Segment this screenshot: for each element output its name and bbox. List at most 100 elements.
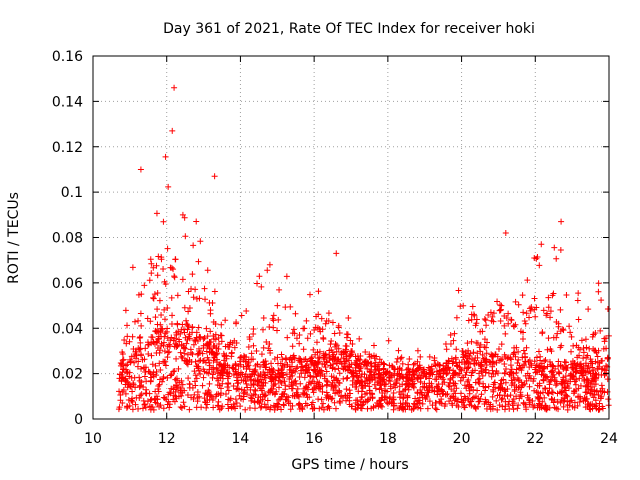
- data-point: [300, 346, 307, 353]
- data-point: [371, 362, 378, 369]
- data-point: [550, 334, 557, 341]
- data-point: [275, 377, 282, 384]
- data-point: [156, 360, 163, 367]
- data-point: [199, 350, 206, 357]
- data-point: [292, 377, 299, 384]
- data-point: [279, 356, 286, 363]
- data-point: [588, 358, 595, 365]
- data-point: [558, 389, 565, 396]
- data-point: [126, 338, 133, 345]
- data-point: [240, 352, 247, 359]
- data-point: [141, 401, 148, 408]
- data-point: [322, 364, 329, 371]
- data-point: [287, 303, 294, 310]
- data-point: [289, 343, 296, 350]
- data-point: [310, 374, 317, 381]
- data-point: [474, 340, 481, 347]
- data-point: [596, 359, 603, 366]
- data-point: [362, 349, 369, 356]
- data-point: [400, 406, 407, 413]
- data-point: [192, 372, 199, 379]
- y-tick-label: 0.16: [52, 49, 83, 65]
- data-point: [177, 389, 184, 396]
- data-point: [231, 344, 238, 351]
- data-point: [432, 405, 439, 412]
- data-point: [332, 405, 339, 412]
- data-point: [351, 373, 358, 380]
- data-point: [308, 354, 315, 361]
- data-point: [370, 352, 377, 359]
- data-point: [252, 366, 259, 373]
- data-point: [383, 380, 390, 387]
- data-point: [436, 370, 443, 377]
- data-point: [522, 404, 529, 411]
- data-point: [289, 385, 296, 392]
- data-point: [473, 316, 480, 323]
- data-point: [531, 255, 538, 262]
- data-point: [306, 372, 313, 379]
- data-point: [501, 360, 508, 367]
- data-point: [552, 365, 559, 372]
- data-point: [582, 404, 589, 411]
- data-point: [141, 282, 148, 289]
- data-point: [297, 380, 304, 387]
- data-point: [266, 366, 273, 373]
- data-point: [181, 344, 188, 351]
- data-point: [592, 374, 599, 381]
- data-point: [290, 352, 297, 359]
- data-point: [354, 378, 361, 385]
- data-point: [234, 374, 241, 381]
- data-point: [165, 341, 172, 348]
- data-point: [394, 355, 401, 362]
- data-point: [502, 229, 509, 236]
- y-tick-label: 0.1: [61, 185, 83, 201]
- data-point: [155, 253, 162, 260]
- data-point: [521, 318, 528, 325]
- data-point: [210, 369, 217, 376]
- data-point: [463, 369, 470, 376]
- data-point: [234, 385, 241, 392]
- data-point: [305, 381, 312, 388]
- data-point: [376, 386, 383, 393]
- data-point: [289, 330, 296, 337]
- data-point: [251, 368, 258, 375]
- data-point: [153, 368, 160, 375]
- data-point: [452, 380, 459, 387]
- data-point: [533, 362, 540, 369]
- data-point: [587, 401, 594, 408]
- data-point: [116, 404, 123, 411]
- data-point: [502, 388, 509, 395]
- data-point: [520, 399, 527, 406]
- data-point: [593, 388, 600, 395]
- data-point: [218, 405, 225, 412]
- data-point: [331, 382, 338, 389]
- data-point: [591, 381, 598, 388]
- data-point: [376, 365, 383, 372]
- data-point: [175, 393, 182, 400]
- data-point: [355, 388, 362, 395]
- data-point: [274, 354, 281, 361]
- data-point: [165, 349, 172, 356]
- data-point: [169, 312, 176, 319]
- data-point: [502, 379, 509, 386]
- data-point: [328, 373, 335, 380]
- data-point: [418, 369, 425, 376]
- data-point: [521, 350, 528, 357]
- data-point: [146, 390, 153, 397]
- y-tick-label: 0.02: [52, 367, 83, 383]
- data-point: [598, 393, 605, 400]
- data-point: [238, 353, 245, 360]
- data-point: [449, 372, 456, 379]
- data-point: [576, 398, 583, 405]
- data-point: [270, 367, 277, 374]
- data-point: [181, 403, 188, 410]
- data-point: [461, 403, 468, 410]
- data-point: [243, 307, 250, 314]
- data-point: [563, 292, 570, 299]
- data-point: [583, 362, 590, 369]
- data-point: [244, 363, 251, 370]
- data-point: [193, 375, 200, 382]
- data-point: [531, 387, 538, 394]
- data-point: [172, 256, 179, 263]
- data-point: [131, 318, 138, 325]
